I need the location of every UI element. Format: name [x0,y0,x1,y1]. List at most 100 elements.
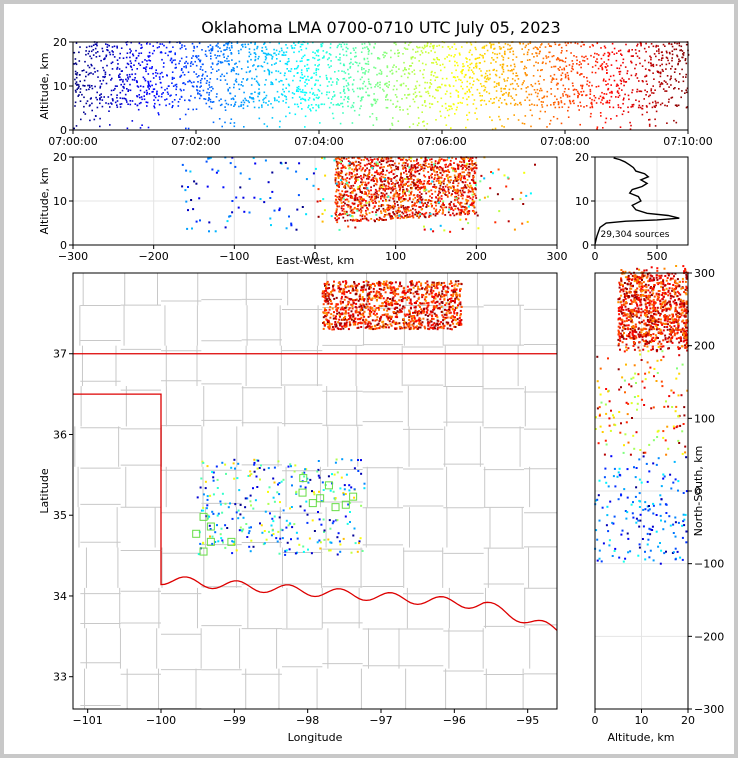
source-point [312,184,315,187]
source-point [434,187,437,189]
source-point [531,85,534,88]
source-point [369,83,372,86]
source-point [408,178,411,180]
source-point [422,121,424,123]
source-point [78,94,80,96]
source-point [198,93,201,95]
source-point [359,100,362,102]
source-point [410,183,412,186]
source-point [414,290,417,293]
source-point [310,109,312,112]
source-point [466,211,469,213]
source-point [275,70,277,72]
source-point [403,216,405,219]
source-point [570,52,572,54]
source-point [470,169,473,171]
source-point [363,217,366,220]
source-point [597,54,600,56]
source-point [393,42,396,44]
source-point [347,105,349,108]
source-point [90,72,92,74]
source-point [248,55,250,58]
source-point [611,51,614,53]
source-point [214,230,217,233]
source-point [367,47,369,50]
source-point [206,91,208,94]
source-point [589,115,592,118]
source-point [434,97,436,99]
source-point [443,179,445,182]
source-point [297,194,300,197]
source-point [147,55,149,57]
source-point [388,182,390,185]
source-point [105,55,107,58]
source-point [187,108,190,110]
source-point [231,46,233,49]
source-point [423,187,426,190]
source-point [267,69,270,72]
source-point [618,94,621,97]
source-point [513,228,516,231]
source-point [638,50,641,52]
source-point [441,188,443,191]
source-point [416,80,418,83]
source-point [130,50,132,52]
source-point [344,202,346,205]
source-point [270,103,272,105]
source-point [366,57,369,60]
source-point [459,54,461,56]
source-point [111,46,114,48]
source-point [242,99,245,102]
source-point [430,50,432,52]
source-point [328,57,330,59]
source-point [533,89,536,91]
source-point [507,43,509,46]
source-point [461,72,463,75]
source-point [420,187,422,189]
source-point [142,67,145,69]
source-point [372,178,374,181]
source-point [572,89,575,91]
source-point [111,68,114,70]
source-point [386,323,389,326]
source-point [374,102,377,105]
source-point [110,93,113,96]
source-point [511,82,514,85]
source-point [431,168,434,171]
source-point [403,207,405,209]
source-point [456,61,458,64]
source-point [235,81,238,83]
source-point [284,161,287,164]
source-point [416,314,419,317]
source-point [466,118,469,121]
source-point [429,165,431,168]
source-point [233,86,235,89]
source-point [430,174,432,177]
source-point [253,196,256,199]
source-point [344,167,347,169]
source-point [300,43,303,46]
source-point [328,308,331,311]
source-point [636,88,639,91]
source-point [429,158,431,161]
source-point [82,84,84,87]
source-point [469,157,472,160]
source-point [281,80,283,82]
source-point [325,311,328,314]
source-point [400,206,403,209]
source-point [184,189,187,192]
source-point [130,62,132,64]
source-point [474,182,477,184]
source-point [244,46,247,48]
source-point [419,196,421,199]
source-point [83,111,85,114]
source-point [201,78,203,80]
source-point [329,300,332,303]
source-point [328,297,331,300]
source-point [135,80,138,82]
source-point [353,164,355,167]
source-point [361,200,364,202]
source-point [608,102,611,104]
source-point [296,89,298,91]
source-point [402,191,404,194]
